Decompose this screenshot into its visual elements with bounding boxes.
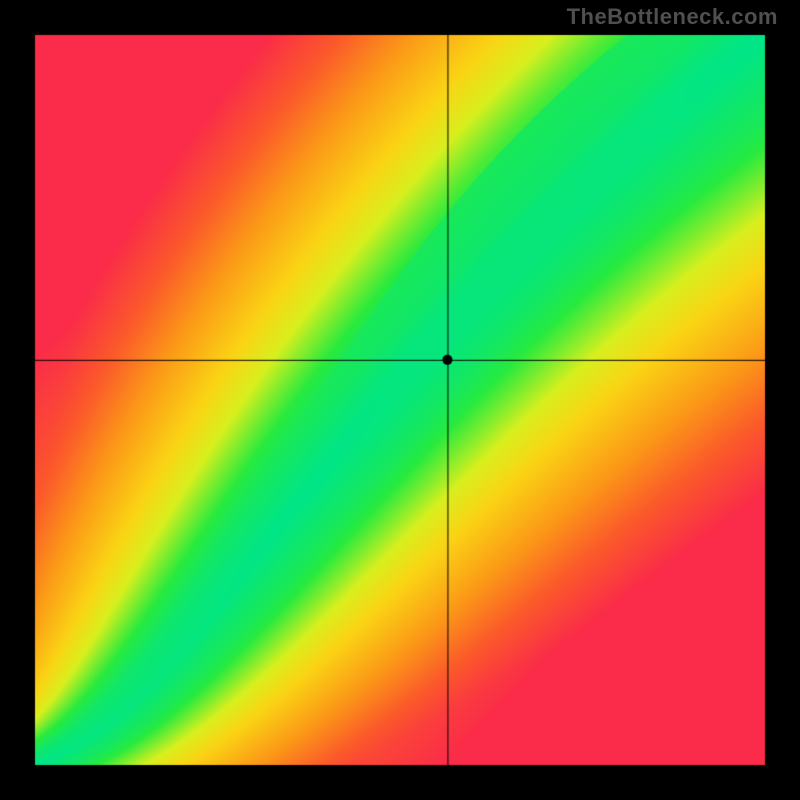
chart-container: TheBottleneck.com	[0, 0, 800, 800]
bottleneck-heatmap	[0, 0, 800, 800]
watermark-text: TheBottleneck.com	[567, 4, 778, 30]
